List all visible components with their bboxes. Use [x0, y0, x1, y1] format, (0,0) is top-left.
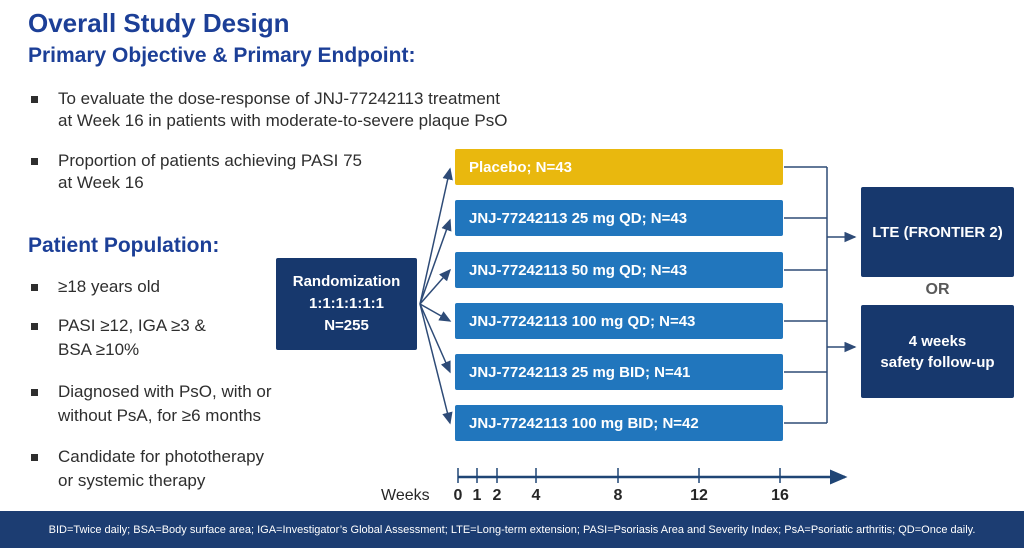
bullet-square-icon [31, 158, 38, 165]
objective-bullet-2-text: Proportion of patients achieving PASI 75… [58, 151, 362, 192]
randomization-label: Randomization [292, 273, 401, 290]
lte-box: LTE (FRONTIER 2) [861, 187, 1014, 277]
bullet-square-icon [31, 284, 38, 291]
population-bullet-1: ≥18 years old [28, 275, 160, 299]
week-tick-0: 0 [453, 487, 463, 504]
randomization-ratio: 1:1:1:1:1:1 [308, 295, 385, 312]
randomization-n: N=255 [324, 317, 369, 334]
week-tick-4: 4 [531, 487, 541, 504]
objective-bullet-2: Proportion of patients achieving PASI 75… [28, 150, 362, 194]
arm-box-50mg-qd: JNJ-77242113 50 mg QD; N=43 [455, 252, 783, 288]
arm-label: JNJ-77242113 25 mg QD; N=43 [469, 209, 688, 227]
week-tick-16: 16 [771, 487, 789, 504]
population-bullet-1-text: ≥18 years old [58, 277, 160, 296]
population-bullet-3-text: Diagnosed with PsO, with or without PsA,… [58, 382, 272, 425]
arm-box-placebo: Placebo; N=43 [455, 149, 783, 185]
primary-objective-heading: Primary Objective & Primary Endpoint: [28, 44, 416, 67]
abbreviations-text: BID=Twice daily; BSA=Body surface area; … [48, 523, 976, 536]
page-title: Overall Study Design [28, 8, 290, 38]
bullet-square-icon [31, 323, 38, 330]
weeks-timeline-axis [457, 468, 848, 485]
safety-followup-box: 4 weeks safety follow-up [861, 305, 1014, 398]
week-tick-8: 8 [613, 487, 623, 504]
week-tick-1: 1 [472, 487, 482, 504]
patient-population-heading: Patient Population: [28, 234, 220, 257]
population-bullet-3: Diagnosed with PsO, with or without PsA,… [28, 380, 272, 428]
population-bullet-4: Candidate for phototherapy or systemic t… [28, 445, 264, 493]
or-label: OR [925, 281, 950, 298]
population-bullet-2: PASI ≥12, IGA ≥3 & BSA ≥10% [28, 314, 206, 362]
objective-bullet-1: To evaluate the dose-response of JNJ-772… [28, 88, 507, 132]
arm-box-100mg-bid: JNJ-77242113 100 mg BID; N=42 [455, 405, 783, 441]
arm-label: JNJ-77242113 100 mg QD; N=43 [469, 312, 696, 330]
weeks-axis-label: Weeks [381, 487, 430, 504]
arm-box-25mg-bid: JNJ-77242113 25 mg BID; N=41 [455, 354, 783, 390]
objective-bullet-1-text: To evaluate the dose-response of JNJ-772… [58, 89, 508, 130]
arms-to-outcome-connectors [784, 166, 857, 424]
arm-label: Placebo; N=43 [469, 158, 572, 176]
arm-label: JNJ-77242113 50 mg QD; N=43 [469, 261, 688, 279]
randomization-box: Randomization 1:1:1:1:1:1 N=255 [276, 258, 417, 350]
randomization-fan-arrows [419, 167, 453, 425]
footnote-bar: BID=Twice daily; BSA=Body surface area; … [0, 511, 1024, 548]
bullet-square-icon [31, 454, 38, 461]
week-tick-12: 12 [690, 487, 708, 504]
population-bullet-2-text: PASI ≥12, IGA ≥3 & BSA ≥10% [58, 316, 206, 359]
arm-label: JNJ-77242113 100 mg BID; N=42 [469, 414, 699, 432]
arm-box-100mg-qd: JNJ-77242113 100 mg QD; N=43 [455, 303, 783, 339]
bullet-square-icon [31, 96, 38, 103]
arm-label: JNJ-77242113 25 mg BID; N=41 [469, 363, 691, 381]
arm-box-25mg-qd: JNJ-77242113 25 mg QD; N=43 [455, 200, 783, 236]
week-tick-2: 2 [492, 487, 502, 504]
population-bullet-4-text: Candidate for phototherapy or systemic t… [58, 447, 265, 490]
bullet-square-icon [31, 389, 38, 396]
